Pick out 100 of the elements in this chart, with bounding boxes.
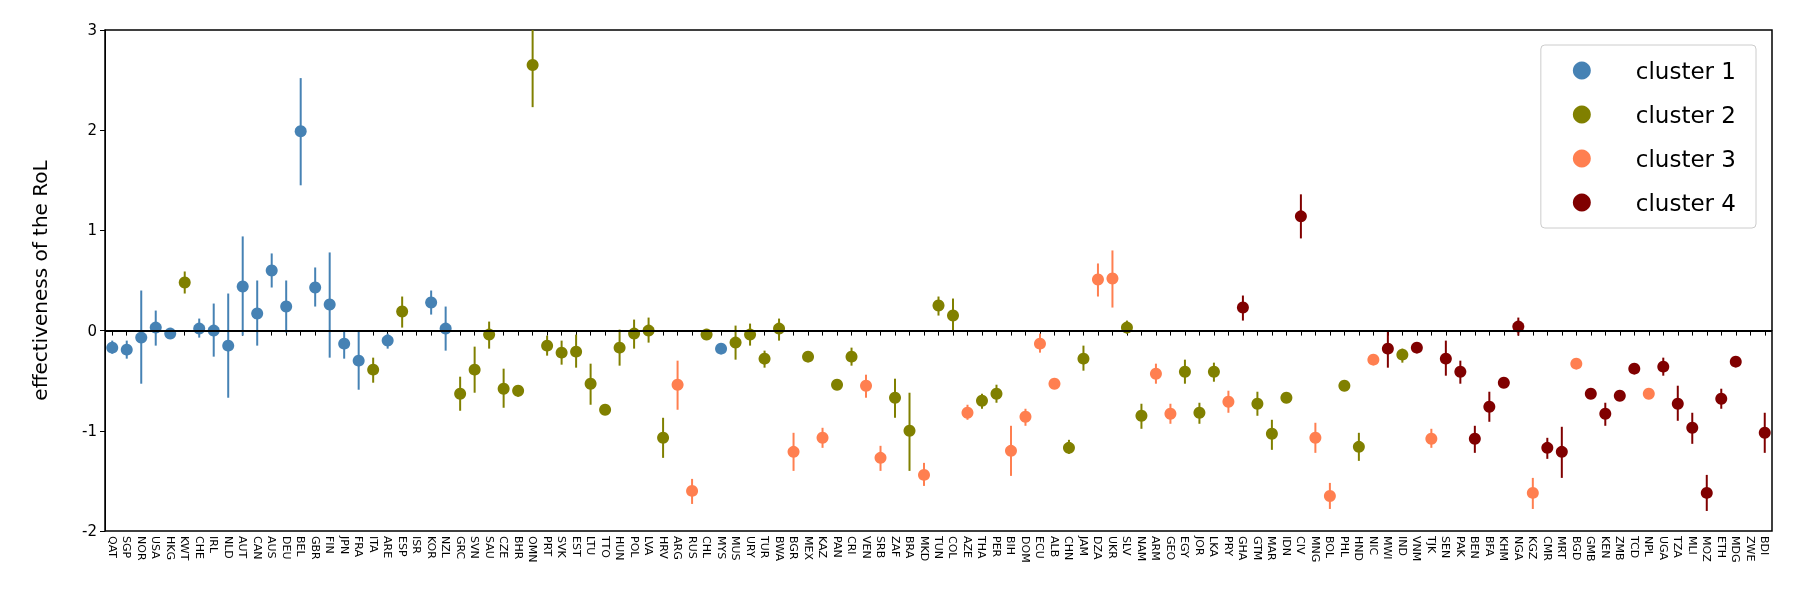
x-tick-label: DEU <box>279 536 293 560</box>
x-tick-label: PHL <box>1337 536 1351 558</box>
x-tick-label: KHM <box>1497 536 1511 561</box>
x-tick-label: TTO <box>598 535 612 559</box>
x-tick-label: TCD <box>1627 535 1641 559</box>
x-tick-label: MEX <box>801 536 815 561</box>
x-tick-label: BWA <box>772 536 786 562</box>
x-tick-label: MWI <box>1381 536 1395 560</box>
x-tick-label: NGA <box>1511 536 1525 561</box>
x-tick-label: POL <box>627 536 641 559</box>
x-tick-label: RUS <box>685 536 699 559</box>
x-tick-label: NIC <box>1366 536 1380 556</box>
x-tick-label: CHL <box>700 536 714 559</box>
x-tick-label: ZAF <box>888 536 902 558</box>
x-tick-label: KEN <box>1598 536 1612 559</box>
x-tick-label: MNG <box>1308 536 1322 563</box>
x-tick-label: IDN <box>1279 536 1293 556</box>
x-tick-label: BEL <box>294 536 308 558</box>
x-tick-label: SGP <box>120 536 134 559</box>
x-tick-label: QAT <box>105 536 119 559</box>
x-tick-label: PRY <box>1221 536 1235 557</box>
x-tick-label: GHA <box>1236 536 1250 561</box>
x-tick-label: KWT <box>178 536 192 561</box>
x-tick-label: HKG <box>163 536 177 561</box>
x-tick-label: SLV <box>1120 536 1134 556</box>
x-tick-label: JPN <box>337 535 351 555</box>
x-tick-label: THA <box>975 535 989 559</box>
x-tick-label: PAN <box>830 536 844 558</box>
x-tick-label: UKR <box>1105 536 1119 560</box>
y-tick-label: 1 <box>87 221 97 240</box>
x-tick-label: EST <box>569 536 583 557</box>
x-tick-label: OMN <box>526 536 540 563</box>
x-tick-label: PRT <box>540 536 554 557</box>
x-tick-label: BIH <box>1004 536 1018 556</box>
x-tick-label: MKD <box>917 536 931 562</box>
x-tick-label: NOR <box>134 536 148 561</box>
x-tick-label: NLD <box>221 536 235 559</box>
x-tick-label: PER <box>989 536 1003 558</box>
x-tick-label: LTU <box>584 536 598 556</box>
x-tick-label: IND <box>1395 536 1409 556</box>
x-tick-label: TUR <box>758 535 772 559</box>
x-tick-label: KGZ <box>1526 536 1540 560</box>
y-tick-label: -2 <box>82 522 97 540</box>
x-tick-label: ISR <box>410 536 424 555</box>
legend-label: cluster 1 <box>1635 57 1737 84</box>
x-tick-label: KAZ <box>816 536 830 559</box>
x-tick-label: BRA <box>903 536 917 559</box>
x-tick-label: GEO <box>1163 536 1177 561</box>
x-tick-label: NAM <box>1134 536 1148 562</box>
x-tick-label: UGA <box>1656 536 1670 561</box>
x-tick-label: CZE <box>497 536 511 559</box>
x-tick-label: ESP <box>395 536 409 557</box>
legend-label: cluster 3 <box>1635 145 1737 172</box>
x-tick-label: GBR <box>308 536 322 561</box>
x-tick-label: GTM <box>1250 536 1264 561</box>
x-tick-label: CRI <box>845 536 859 555</box>
x-tick-label: PAK <box>1453 536 1467 558</box>
x-tick-label: BEN <box>1468 536 1482 559</box>
x-tick-label: SAU <box>482 536 496 559</box>
x-tick-label: BDI <box>1758 536 1772 556</box>
y-tick-label: -1 <box>82 421 97 440</box>
x-tick-label: CIV <box>1294 536 1308 555</box>
x-tick-label: AUT <box>236 536 250 559</box>
x-tick-label: LVA <box>642 536 656 556</box>
x-tick-label: COL <box>946 536 960 560</box>
x-tick-label: ZMB <box>1613 536 1627 561</box>
x-tick-label: CMR <box>1540 536 1554 562</box>
x-tick-label: BGD <box>1569 536 1583 561</box>
x-tick-label: SVK <box>555 536 569 559</box>
x-tick-label: FIN <box>323 536 337 554</box>
x-tick-label: ECU <box>1033 536 1047 559</box>
x-tick-label: NPL <box>1642 536 1656 558</box>
x-tick-label: USA <box>149 536 163 560</box>
x-tick-label: ARG <box>671 536 685 560</box>
x-tick-label: EGY <box>1178 536 1192 558</box>
x-tick-label: GMB <box>1584 536 1598 562</box>
x-tick-label: SVN <box>468 536 482 559</box>
x-tick-label: DZA <box>1091 536 1105 561</box>
x-tick-label: ARM <box>1149 536 1163 561</box>
x-tick-label: AZE <box>960 536 974 559</box>
x-tick-label: SEN <box>1439 536 1453 559</box>
x-tick-label: MDG <box>1729 536 1743 563</box>
legend-label: cluster 2 <box>1635 101 1737 128</box>
x-tick-label: MOZ <box>1700 536 1714 563</box>
x-tick-label: BOL <box>1323 536 1337 560</box>
x-tick-label: AUS <box>265 536 279 559</box>
x-tick-label: HRV <box>656 536 670 560</box>
x-tick-label: ITA <box>366 536 380 554</box>
x-tick-label: ETH <box>1714 536 1728 558</box>
y-axis-title: effectiveness of the RoL <box>28 159 52 401</box>
x-tick-label: MRT <box>1555 536 1569 560</box>
x-tick-label: MAR <box>1265 536 1279 562</box>
x-tick-label: FRA <box>352 536 366 558</box>
x-tick-label: MUS <box>729 536 743 561</box>
x-tick-label: VEN <box>859 536 873 559</box>
x-tick-label: ALB <box>1047 536 1061 558</box>
x-tick-label: ARE <box>381 536 395 559</box>
x-tick-label: TUN <box>932 535 945 559</box>
x-tick-label: BHR <box>511 536 525 560</box>
x-tick-label: NZL <box>439 536 453 559</box>
